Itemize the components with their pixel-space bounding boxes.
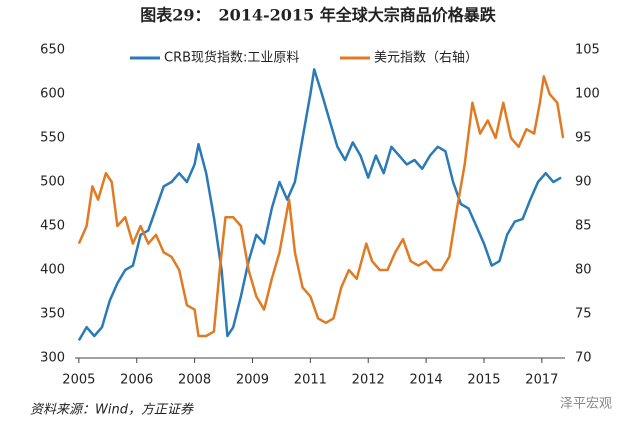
y-tick-label: 400 <box>40 263 65 278</box>
data-line <box>77 68 562 342</box>
x-tick-label: 2008 <box>178 373 211 388</box>
x-tick-label: 2011 <box>294 373 327 388</box>
y2-tick-label: 95 <box>575 131 592 146</box>
y2-tick-label: 105 <box>575 43 600 58</box>
x-tick-label: 2017 <box>525 373 558 388</box>
y2-tick-label: 100 <box>575 87 600 102</box>
y2-tick-label: 80 <box>575 263 592 278</box>
x-tick-label: 2009 <box>236 373 269 388</box>
legend-label: CRB现货指数:工业原料 <box>164 50 299 66</box>
y-tick-label: 500 <box>40 175 65 190</box>
y-tick-label: 650 <box>40 43 65 58</box>
y-tick-label: 300 <box>40 351 65 366</box>
y2-tick-label: 85 <box>575 219 592 234</box>
y2-tick-label: 75 <box>575 307 592 322</box>
source-note: 资料来源：Wind，方正证券 <box>30 403 194 418</box>
x-tick-label: 2015 <box>467 373 500 388</box>
y-tick-label: 550 <box>40 131 65 146</box>
y-tick-label: 350 <box>40 307 65 322</box>
x-tick-label: 2006 <box>120 373 153 388</box>
y2-tick-label: 90 <box>575 175 592 190</box>
y2-tick-label: 70 <box>575 351 592 366</box>
legend: CRB现货指数:工业原料 美元指数（右轴） <box>130 50 478 66</box>
legend-label: 美元指数（右轴） <box>374 51 478 66</box>
watermark: 泽平宏观 <box>560 397 612 412</box>
chart-title: 图表29： 2014-2015 年全球大宗商品价格暴跌 <box>140 6 497 25</box>
x-tick-label: 2012 <box>352 373 385 388</box>
data-line <box>77 75 565 338</box>
y-tick-label: 600 <box>40 87 65 102</box>
y-tick-label: 450 <box>40 219 65 234</box>
x-tick-label: 2005 <box>62 373 95 388</box>
x-tick-label: 2014 <box>410 373 443 388</box>
